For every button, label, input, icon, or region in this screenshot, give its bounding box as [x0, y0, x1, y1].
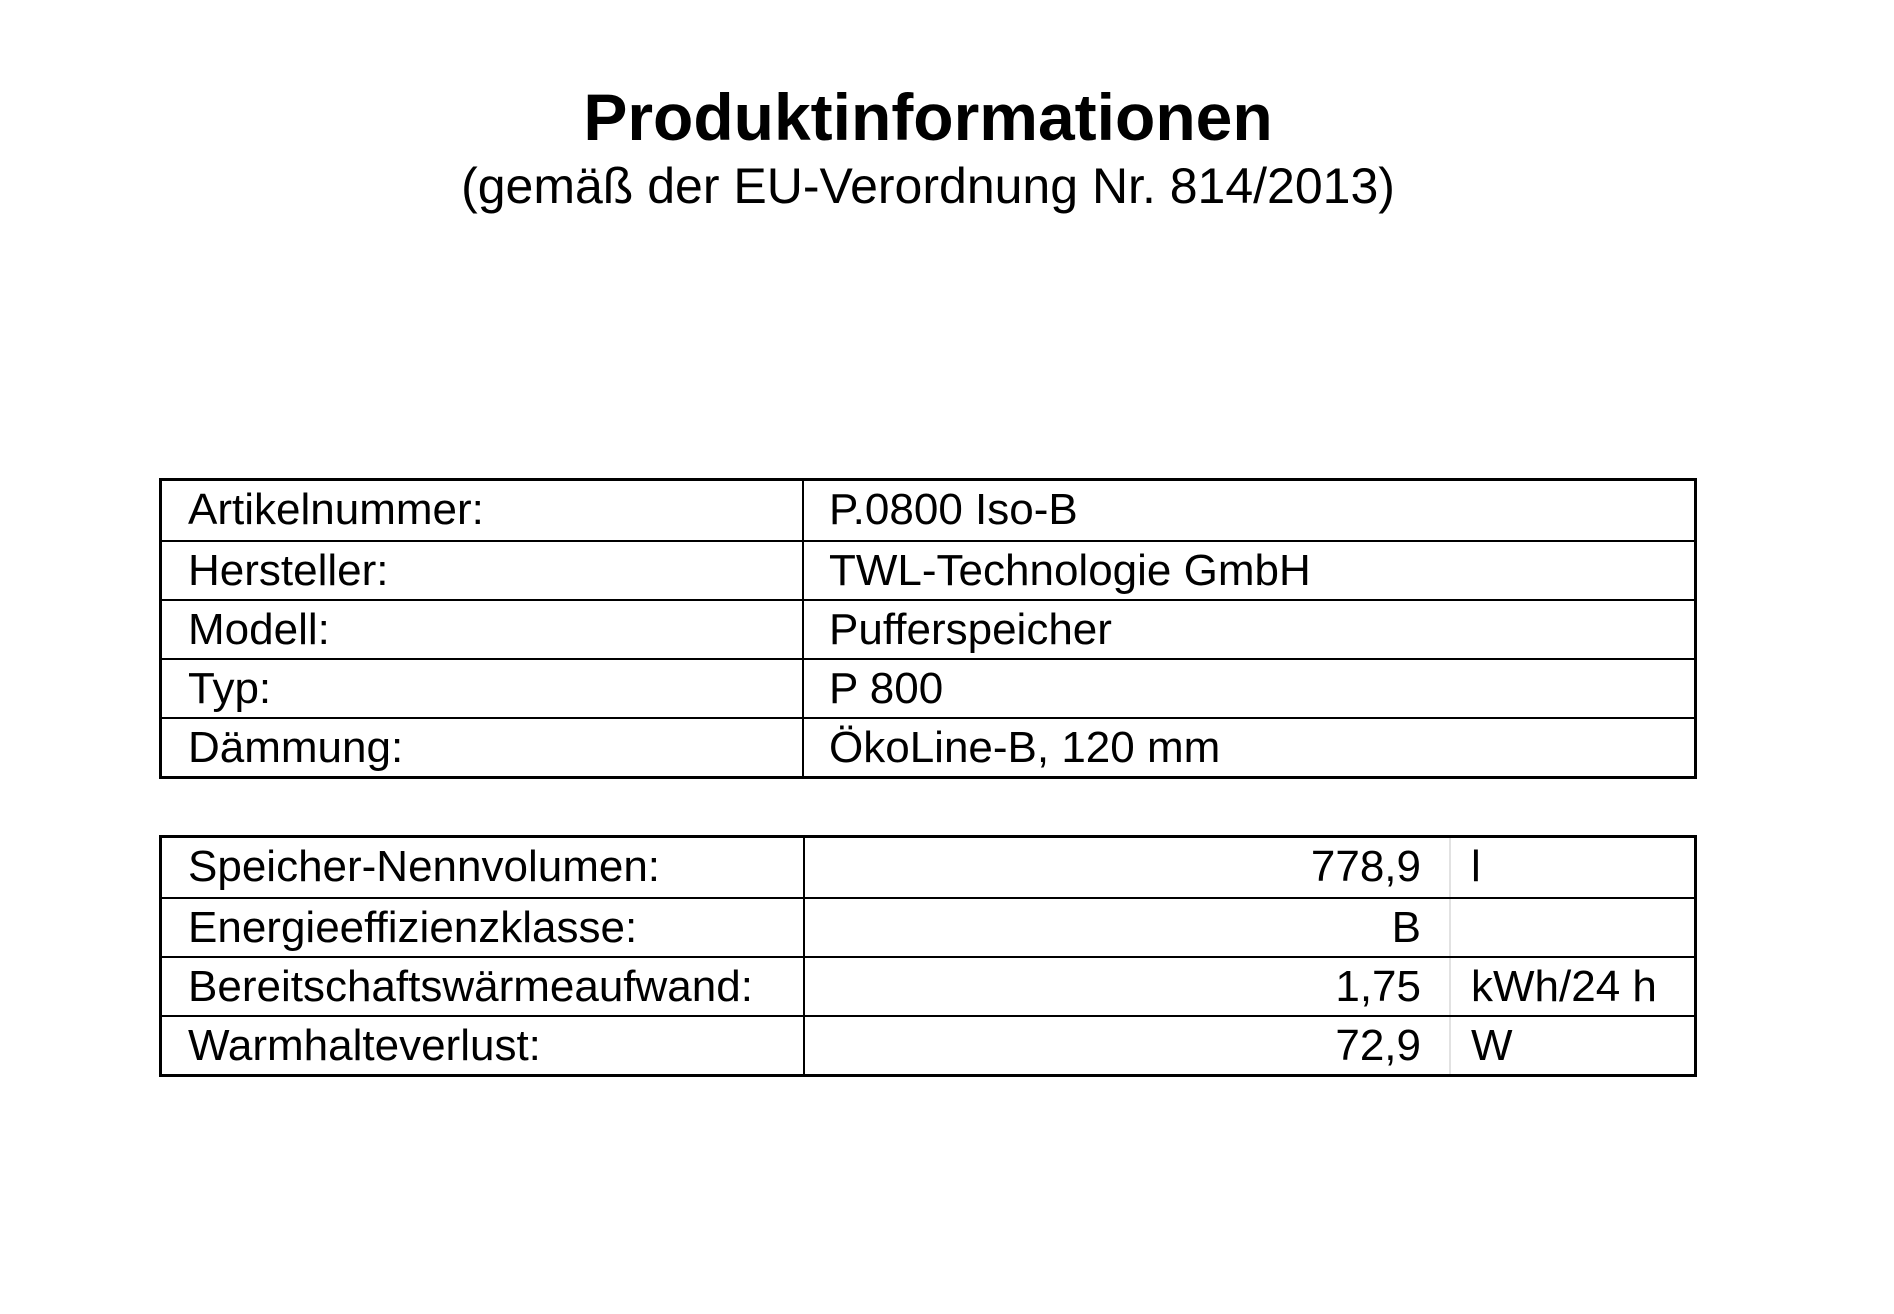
row-label: Warmhalteverlust:	[188, 1021, 541, 1070]
row-label: Bereitschaftswärmeaufwand:	[188, 962, 753, 1011]
table-row: Energieeffizienzklasse: B	[162, 897, 1694, 956]
table-row: Hersteller: TWL-Technologie GmbH	[162, 540, 1694, 599]
row-value: ÖkoLine-B, 120 mm	[802, 719, 1694, 776]
row-value: TWL-Technologie GmbH	[802, 542, 1694, 599]
row-label: Artikelnummer:	[188, 485, 484, 534]
table-row: Typ: P 800	[162, 658, 1694, 717]
row-unit: l	[1449, 838, 1694, 897]
table-row: Dämmung: ÖkoLine-B, 120 mm	[162, 717, 1694, 776]
row-unit: W	[1449, 1017, 1694, 1074]
page-subtitle: (gemäß der EU-Verordnung Nr. 814/2013)	[461, 158, 1395, 214]
page-title: Produktinformationen	[583, 80, 1273, 154]
row-value: Pufferspeicher	[802, 601, 1694, 658]
row-label: Typ:	[188, 664, 272, 713]
table-row: Modell: Pufferspeicher	[162, 599, 1694, 658]
table-row: Warmhalteverlust: 72,9 W	[162, 1015, 1694, 1074]
row-label: Dämmung:	[188, 723, 404, 772]
row-value: P 800	[802, 660, 1694, 717]
row-unit: kWh/24 h	[1449, 958, 1694, 1015]
row-unit	[1449, 899, 1694, 956]
row-value: 778,9	[803, 838, 1449, 897]
row-value: P.0800 Iso-B	[802, 481, 1694, 540]
table-row: Speicher-Nennvolumen: 778,9 l	[162, 838, 1694, 897]
row-value: 72,9	[803, 1017, 1449, 1074]
spec-table: Speicher-Nennvolumen: 778,9 l Energieeff…	[159, 835, 1697, 1077]
row-label: Energieeffizienzklasse:	[188, 903, 638, 952]
row-value: B	[803, 899, 1449, 956]
table-row: Bereitschaftswärmeaufwand: 1,75 kWh/24 h	[162, 956, 1694, 1015]
product-info-table: Artikelnummer: P.0800 Iso-B Hersteller: …	[159, 478, 1697, 779]
row-label: Hersteller:	[188, 546, 389, 595]
table-row: Artikelnummer: P.0800 Iso-B	[162, 481, 1694, 540]
row-label: Speicher-Nennvolumen:	[188, 842, 661, 891]
row-value: 1,75	[803, 958, 1449, 1015]
row-label: Modell:	[188, 605, 330, 654]
